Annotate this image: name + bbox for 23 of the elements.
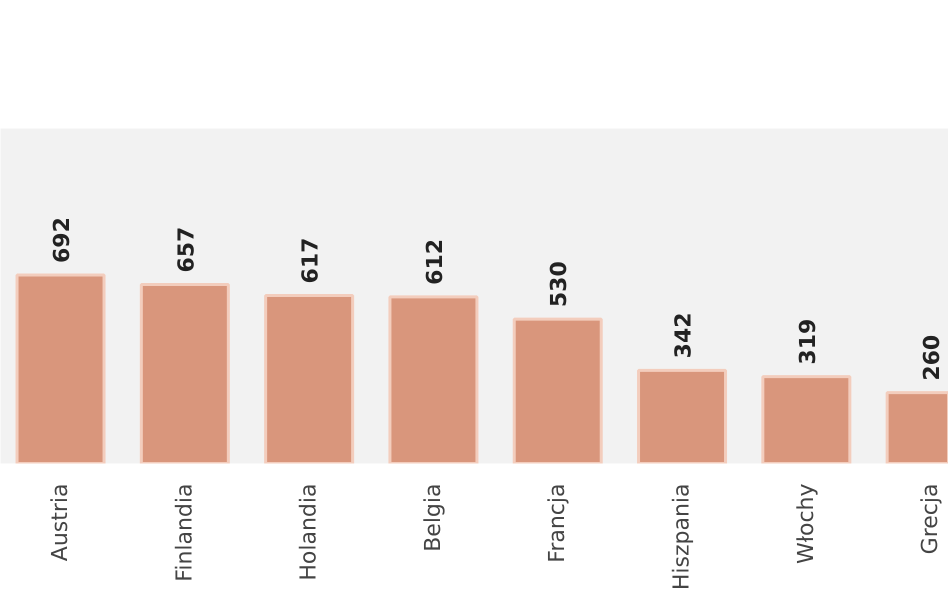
data-label: 342 [672,312,697,358]
x-tick-label: Francja [545,483,570,563]
bar [140,283,230,464]
data-label: 319 [796,318,821,365]
bar [388,295,478,464]
x-tick-label: Grecja [918,483,944,554]
bar [761,375,852,464]
x-tick-label: Finlandia [172,483,198,582]
x-tick-label: Holandia [296,483,322,581]
x-tick-label: Austria [48,483,74,562]
data-label: 612 [422,238,448,285]
data-label: 657 [174,226,200,273]
bar [637,368,728,464]
bar [16,274,106,464]
data-label: 260 [920,334,946,381]
data-label: 617 [298,238,324,284]
x-tick-label: Włochy [794,483,819,564]
data-label: 530 [547,261,572,308]
bar [512,318,603,464]
x-tick-label: Hiszpania [670,483,695,590]
data-label: 692 [50,217,76,264]
bar [264,294,354,464]
x-tick-label: Belgia [420,483,446,552]
